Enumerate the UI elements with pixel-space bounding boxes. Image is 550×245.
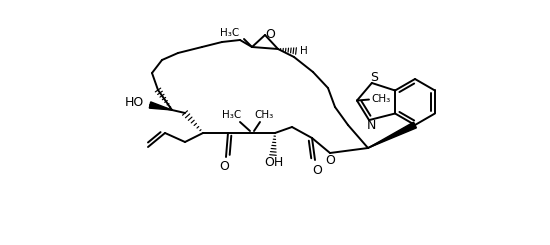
Text: O: O (312, 163, 322, 176)
Text: OH: OH (265, 157, 284, 170)
Text: O: O (265, 28, 275, 41)
Polygon shape (368, 122, 416, 148)
Text: H₃C: H₃C (222, 110, 241, 120)
Text: H₃C: H₃C (221, 28, 240, 38)
Text: HO: HO (124, 97, 144, 110)
Text: CH₃: CH₃ (371, 94, 390, 104)
Text: O: O (219, 159, 229, 172)
Text: S: S (370, 72, 378, 85)
Text: N: N (366, 119, 376, 132)
Text: H: H (300, 46, 308, 56)
Text: CH₃: CH₃ (254, 110, 274, 120)
Text: O: O (325, 154, 335, 167)
Polygon shape (149, 102, 172, 110)
